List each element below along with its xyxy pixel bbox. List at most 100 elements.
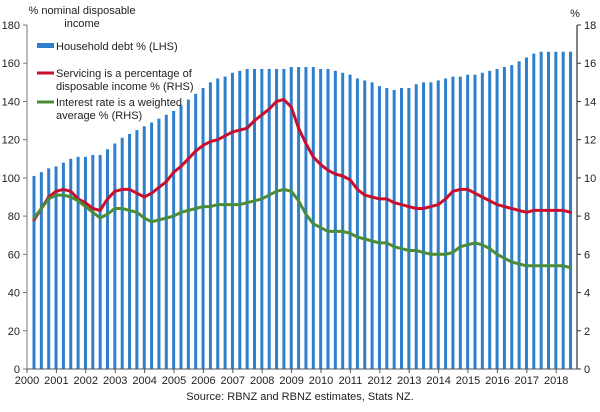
- line-series: [32, 98, 572, 270]
- bar: [164, 114, 168, 369]
- y-tick-label-left: 80: [8, 211, 20, 223]
- legend: Household debt % (LHS) Servicing is a per…: [37, 41, 194, 122]
- x-tick-label: 2001: [44, 375, 68, 387]
- bar: [260, 68, 264, 369]
- legend-swatch-household-debt: [37, 43, 54, 48]
- bar: [142, 126, 146, 370]
- bar: [495, 68, 499, 369]
- bar: [429, 82, 433, 369]
- y-tick-label-left: 60: [8, 249, 20, 261]
- bar: [502, 67, 506, 370]
- x-tick-label: 2003: [103, 375, 127, 387]
- legend-label-interest-rate: average % (RHS): [56, 110, 142, 122]
- x-tick-label: 2011: [339, 375, 363, 387]
- bar: [319, 68, 323, 369]
- bar: [47, 168, 51, 369]
- bar: [473, 74, 477, 369]
- bar: [150, 122, 154, 369]
- y-axis-left-title-line2: income: [64, 18, 99, 30]
- axes: 0 20 40 60 80 100 120 140 160 180 0 2 4 6 8 10 12 14 16 18 2…: [2, 20, 597, 387]
- y-tick-label-right: 8: [584, 211, 590, 223]
- bar: [355, 78, 359, 369]
- bar: [54, 166, 58, 369]
- bar: [216, 78, 220, 369]
- x-tick-label: 2012: [368, 375, 392, 387]
- bar: [98, 154, 102, 369]
- x-tick-label: 2000: [15, 375, 39, 387]
- y-tick-label-right: 18: [584, 20, 596, 32]
- x-tick-label: 2017: [515, 375, 539, 387]
- bar: [282, 68, 286, 369]
- x-tick-label: 2015: [456, 375, 480, 387]
- bar: [333, 70, 337, 369]
- source-note: Source: RBNZ and RBNZ estimates, Stats N…: [186, 391, 413, 403]
- bar: [223, 76, 227, 369]
- bar: [83, 156, 87, 369]
- bar: [238, 70, 242, 369]
- y-tick-label-left: 160: [2, 58, 20, 70]
- bar: [569, 51, 573, 369]
- bar: [157, 118, 161, 370]
- bar: [480, 72, 484, 370]
- bar: [201, 88, 205, 370]
- x-tick-label: 2004: [132, 375, 156, 387]
- bar: [377, 86, 381, 370]
- x-tick-label: 2006: [191, 375, 215, 387]
- bar: [400, 88, 403, 370]
- bar: [407, 88, 411, 370]
- bar: [76, 156, 80, 369]
- bar: [39, 172, 43, 369]
- bar: [414, 84, 418, 369]
- bar: [422, 82, 426, 369]
- x-tick-label: 2013: [397, 375, 421, 387]
- bar: [128, 133, 132, 369]
- bar: [61, 162, 65, 369]
- bar: [120, 137, 124, 369]
- y-tick-label-left: 20: [8, 326, 20, 338]
- bar: [135, 130, 139, 369]
- bar: [289, 67, 293, 370]
- x-tick-label: 2007: [221, 375, 245, 387]
- bar: [385, 88, 389, 370]
- bar: [363, 80, 367, 369]
- bar: [69, 158, 73, 369]
- bar: [348, 74, 352, 369]
- bar: [517, 61, 521, 370]
- bar: [311, 67, 315, 370]
- bar: [297, 67, 301, 370]
- y-tick-label-right: 2: [584, 326, 590, 338]
- y-tick-label-right: 6: [584, 249, 590, 261]
- legend-label-servicing: Servicing is a percentage of: [56, 68, 193, 80]
- y-tick-label-left: 40: [8, 288, 20, 300]
- y-tick-label-right: 12: [584, 135, 596, 147]
- x-tick-label: 2008: [250, 375, 274, 387]
- legend-label-household-debt: Household debt % (LHS): [56, 41, 178, 53]
- y-tick-label-left: 0: [14, 364, 20, 376]
- bar: [245, 68, 249, 369]
- bar: [91, 154, 95, 369]
- x-tick-label: 2014: [426, 375, 450, 387]
- y-tick-label-right: 10: [584, 173, 596, 185]
- bar: [172, 111, 176, 369]
- legend-label-interest-rate: Interest rate is a weighted: [56, 97, 182, 109]
- bar: [510, 65, 514, 369]
- x-tick-label: 2010: [309, 375, 333, 387]
- line-servicing: [32, 98, 572, 222]
- legend-label-servicing: disposable income % (RHS): [56, 81, 194, 93]
- bar: [436, 80, 440, 369]
- y-tick-label-right: 4: [584, 288, 590, 300]
- y-tick-label-right: 0: [584, 364, 590, 376]
- y-tick-label-left: 180: [2, 20, 20, 32]
- x-tick-label: 2018: [544, 375, 568, 387]
- y-tick-label-left: 140: [2, 96, 20, 108]
- bar: [458, 76, 462, 369]
- bar: [267, 68, 271, 369]
- x-tick-label: 2016: [485, 375, 509, 387]
- bar: [326, 68, 330, 369]
- y-tick-label-right: 14: [584, 96, 596, 108]
- y-axis-right-title: %: [570, 8, 580, 20]
- bar: [194, 93, 198, 370]
- bar: [488, 70, 492, 369]
- y-tick-label-left: 120: [2, 135, 20, 147]
